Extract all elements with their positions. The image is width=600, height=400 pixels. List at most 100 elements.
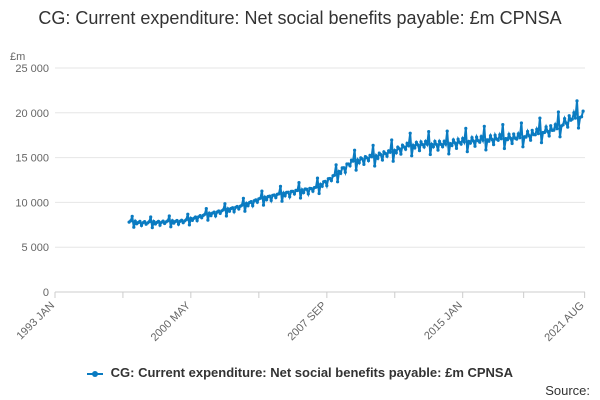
data-point[interactable] xyxy=(388,150,392,154)
data-point[interactable] xyxy=(505,138,510,142)
data-point[interactable] xyxy=(170,219,174,223)
data-point[interactable] xyxy=(149,215,153,219)
data-point[interactable] xyxy=(442,139,446,143)
data-point[interactable] xyxy=(493,133,497,137)
data-point[interactable] xyxy=(129,219,133,223)
data-point[interactable] xyxy=(542,130,547,135)
data-point[interactable] xyxy=(468,141,472,145)
data-point[interactable] xyxy=(305,187,309,191)
data-point[interactable] xyxy=(419,140,423,144)
data-point[interactable] xyxy=(209,214,213,218)
data-point[interactable] xyxy=(456,137,460,141)
data-point[interactable] xyxy=(291,189,295,193)
data-point[interactable] xyxy=(360,157,364,161)
data-point[interactable] xyxy=(206,218,210,222)
data-point[interactable] xyxy=(521,145,525,149)
data-point[interactable] xyxy=(393,148,397,153)
data-point[interactable] xyxy=(280,199,284,203)
data-point[interactable] xyxy=(546,129,550,133)
data-point[interactable] xyxy=(470,136,474,140)
data-point[interactable] xyxy=(424,139,428,143)
data-point[interactable] xyxy=(169,225,173,229)
data-point[interactable] xyxy=(329,179,333,183)
data-point[interactable] xyxy=(434,142,438,146)
data-point[interactable] xyxy=(351,159,355,163)
data-point[interactable] xyxy=(479,135,483,139)
data-point[interactable] xyxy=(496,138,500,142)
data-point[interactable] xyxy=(436,148,440,152)
data-point[interactable] xyxy=(478,140,482,144)
data-point[interactable] xyxy=(320,184,324,188)
data-point[interactable] xyxy=(580,115,584,119)
data-point[interactable] xyxy=(227,209,232,213)
data-point[interactable] xyxy=(277,192,281,196)
data-point[interactable] xyxy=(501,123,505,127)
data-point[interactable] xyxy=(390,138,394,142)
data-point[interactable] xyxy=(365,156,369,160)
legend[interactable]: CG: Current expenditure: Net social bene… xyxy=(0,365,600,380)
data-point[interactable] xyxy=(356,158,360,162)
data-point[interactable] xyxy=(376,156,380,160)
data-point[interactable] xyxy=(405,141,409,145)
data-point[interactable] xyxy=(549,124,553,128)
data-point[interactable] xyxy=(487,139,491,143)
data-point[interactable] xyxy=(278,184,283,188)
data-point[interactable] xyxy=(566,125,570,129)
data-point[interactable] xyxy=(286,190,290,194)
data-point[interactable] xyxy=(447,152,451,156)
data-point[interactable] xyxy=(539,141,544,145)
data-point[interactable] xyxy=(161,219,165,223)
data-point[interactable] xyxy=(258,196,262,200)
data-point[interactable] xyxy=(292,192,296,196)
data-point[interactable] xyxy=(314,185,318,189)
data-point[interactable] xyxy=(186,212,190,216)
data-point[interactable] xyxy=(334,163,338,167)
data-point[interactable] xyxy=(510,141,514,146)
data-point[interactable] xyxy=(399,152,403,156)
data-point[interactable] xyxy=(231,206,235,210)
data-point[interactable] xyxy=(237,207,241,211)
data-point[interactable] xyxy=(552,128,556,132)
data-point[interactable] xyxy=(147,220,151,224)
data-point[interactable] xyxy=(431,145,435,149)
data-point[interactable] xyxy=(263,195,267,199)
data-point[interactable] xyxy=(323,179,327,183)
data-point[interactable] xyxy=(471,139,476,143)
data-point[interactable] xyxy=(343,170,347,174)
data-point[interactable] xyxy=(385,154,389,158)
data-point[interactable] xyxy=(309,187,313,191)
data-point[interactable] xyxy=(518,136,522,140)
data-point[interactable] xyxy=(473,144,477,148)
data-point[interactable] xyxy=(295,188,300,193)
data-point[interactable] xyxy=(200,216,204,220)
data-point[interactable] xyxy=(133,219,137,223)
data-point[interactable] xyxy=(572,111,576,115)
data-point[interactable] xyxy=(451,138,455,142)
data-point[interactable] xyxy=(212,210,216,214)
data-point[interactable] xyxy=(158,223,162,227)
data-point[interactable] xyxy=(420,142,425,147)
data-point[interactable] xyxy=(509,136,513,140)
data-point[interactable] xyxy=(132,225,136,229)
data-point[interactable] xyxy=(254,198,258,202)
data-point[interactable] xyxy=(370,155,374,159)
data-point[interactable] xyxy=(354,168,358,172)
data-point[interactable] xyxy=(547,134,551,138)
data-point[interactable] xyxy=(325,184,329,188)
data-point[interactable] xyxy=(130,214,134,218)
data-point[interactable] xyxy=(373,164,377,168)
data-point[interactable] xyxy=(336,180,340,184)
data-point[interactable] xyxy=(353,148,357,152)
data-point[interactable] xyxy=(265,198,269,202)
data-point[interactable] xyxy=(241,196,245,200)
data-point[interactable] xyxy=(428,152,432,157)
data-point[interactable] xyxy=(223,202,227,206)
data-point[interactable] xyxy=(397,147,401,151)
data-point[interactable] xyxy=(453,141,457,145)
data-point[interactable] xyxy=(416,143,420,147)
data-point[interactable] xyxy=(407,144,411,148)
data-point[interactable] xyxy=(332,173,337,177)
data-point[interactable] xyxy=(567,114,571,118)
data-point[interactable] xyxy=(561,123,565,127)
data-point[interactable] xyxy=(139,223,144,228)
